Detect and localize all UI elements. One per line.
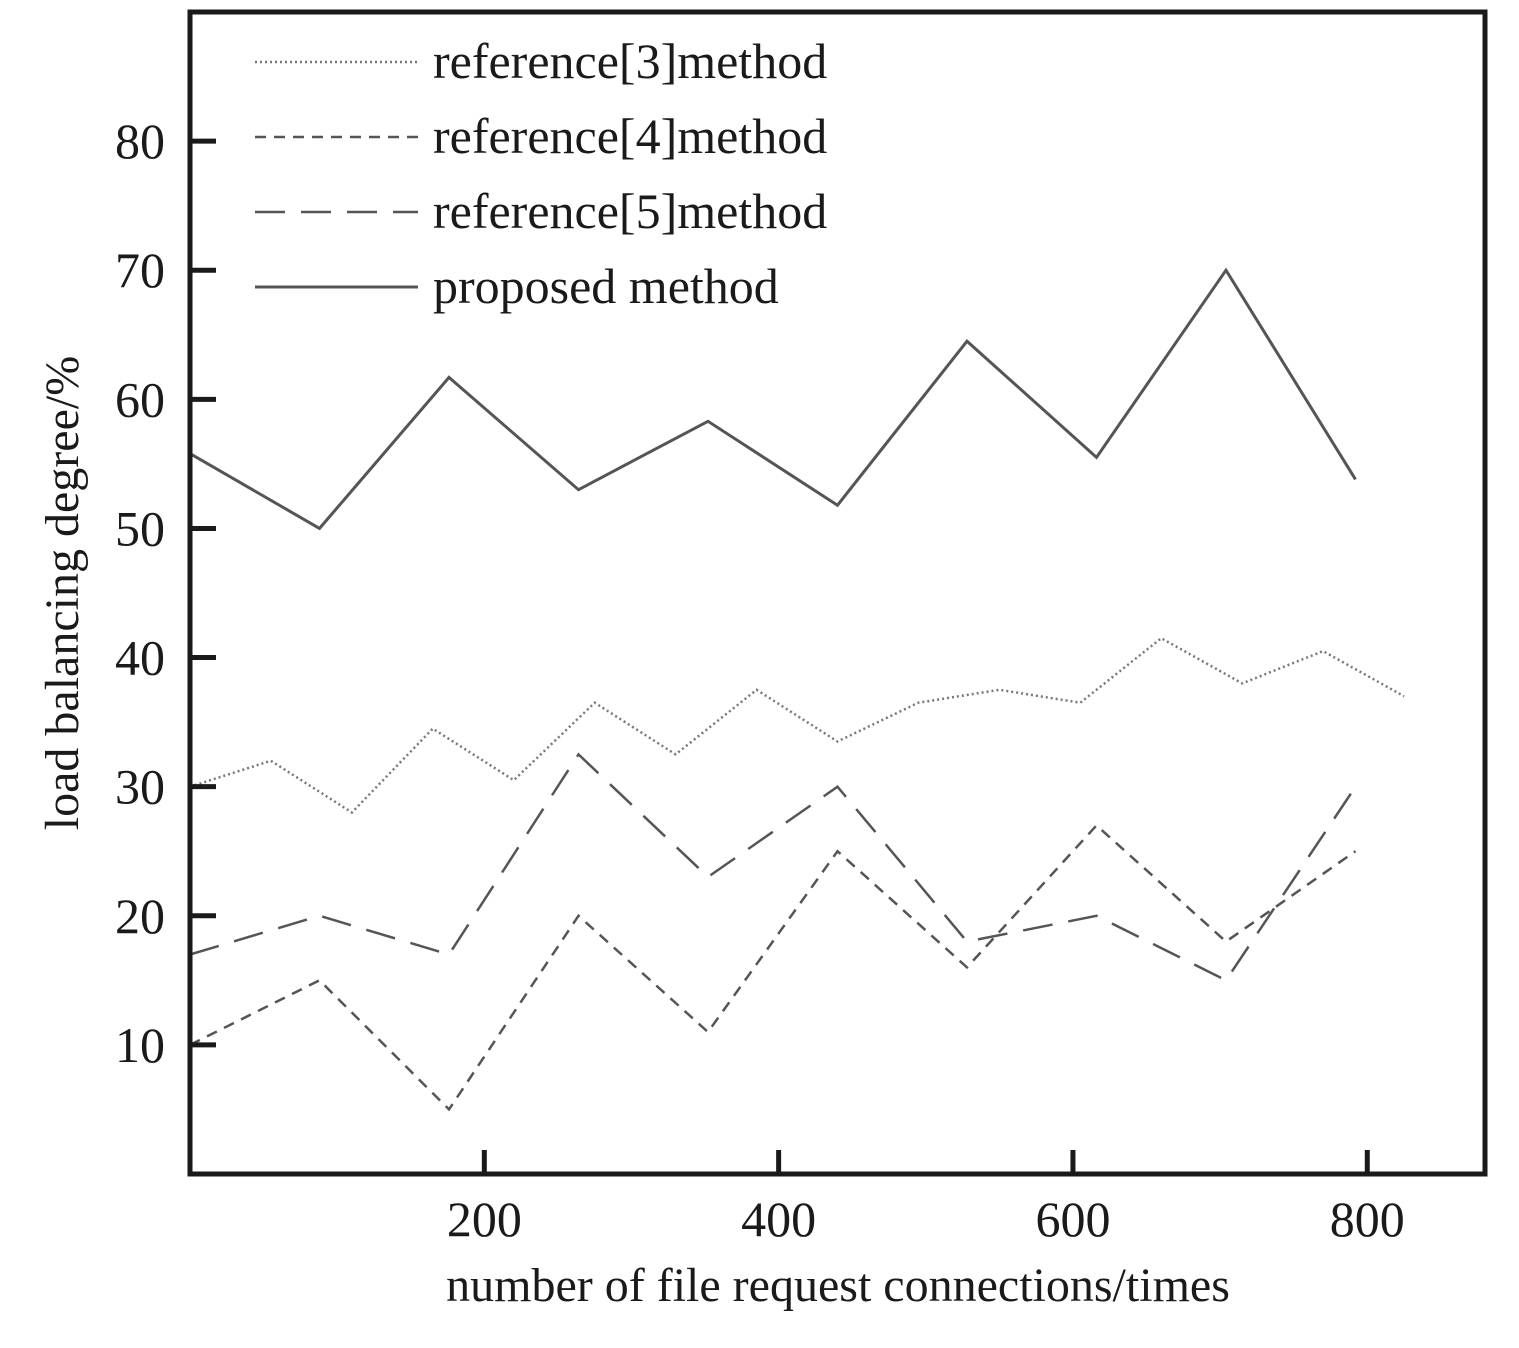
y-axis-ticks: 10 20 30 40 50 60 70 80 <box>115 113 216 1073</box>
x-tick-label: 800 <box>1330 1191 1405 1247</box>
series-lines <box>189 267 1405 1112</box>
series-line-reference-5-method <box>189 752 1357 982</box>
y-tick-label: 60 <box>115 371 165 427</box>
x-tick-label: 400 <box>741 1191 816 1247</box>
x-tick-label: 600 <box>1035 1191 1110 1247</box>
plot-frame <box>187 9 1488 1177</box>
legend-label: reference[5]method <box>433 183 827 239</box>
legend-label: proposed method <box>433 258 779 314</box>
y-tick-label: 20 <box>115 888 165 944</box>
y-tick-label: 80 <box>115 113 165 169</box>
y-tick-label: 50 <box>115 500 165 556</box>
x-axis-label: number of file request connections/times <box>446 1259 1230 1312</box>
y-tick-label: 70 <box>115 242 165 298</box>
x-tick-label: 200 <box>447 1191 522 1247</box>
legend-label: reference[3]method <box>433 33 827 89</box>
series-line-reference-4-method <box>189 823 1357 1112</box>
legend-label: reference[4]method <box>433 108 827 164</box>
series-line-proposed-method <box>189 267 1357 531</box>
legend: reference[3]method reference[4]method refe… <box>255 33 827 314</box>
series-line-reference-3-method <box>189 636 1405 815</box>
y-tick-label: 40 <box>115 630 165 686</box>
y-axis-label: load balancing degree/% <box>36 356 89 830</box>
y-tick-label: 30 <box>115 759 165 815</box>
x-axis-ticks: 200 400 600 800 <box>447 1150 1405 1247</box>
y-tick-label: 10 <box>115 1017 165 1073</box>
